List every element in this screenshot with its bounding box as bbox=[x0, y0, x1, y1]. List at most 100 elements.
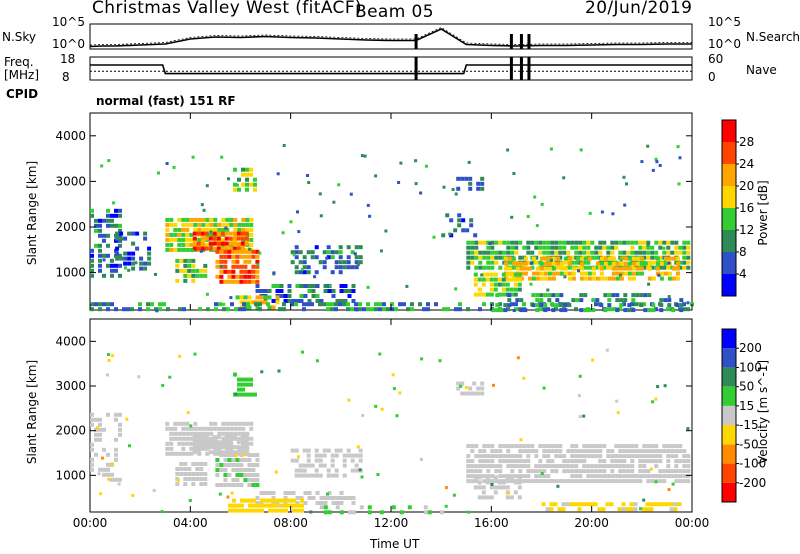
power-cell bbox=[169, 217, 174, 222]
velocity-cell bbox=[649, 507, 654, 512]
velocity-cell bbox=[231, 458, 236, 462]
power-cell bbox=[675, 303, 680, 308]
power-cell bbox=[216, 231, 221, 236]
velocity-cell bbox=[177, 451, 182, 456]
velocity-cell bbox=[227, 463, 232, 467]
power-cell bbox=[204, 246, 209, 251]
power-cell bbox=[237, 227, 242, 232]
velocity-cell bbox=[264, 503, 268, 508]
velocity-cell bbox=[358, 458, 363, 463]
power-cell bbox=[258, 302, 262, 307]
power-cell bbox=[555, 298, 560, 303]
velocity-cell bbox=[245, 377, 249, 382]
power-cell bbox=[498, 255, 503, 260]
velocity-cell bbox=[354, 463, 359, 468]
velocity-cell bbox=[517, 495, 522, 500]
velocity-cell bbox=[294, 473, 299, 478]
power-cell bbox=[123, 251, 128, 256]
velocity-speckle bbox=[540, 472, 544, 475]
power-cell bbox=[240, 231, 245, 236]
power-cell bbox=[575, 298, 580, 303]
velocity-speckle bbox=[152, 489, 156, 492]
power-cell bbox=[502, 250, 507, 255]
power-cell bbox=[394, 307, 398, 312]
power-cell bbox=[642, 245, 647, 250]
velocity-cell bbox=[185, 436, 190, 441]
power-cell bbox=[567, 271, 572, 276]
velocity-speckle bbox=[649, 467, 653, 471]
power-cell bbox=[507, 298, 512, 303]
velocity-cell bbox=[574, 449, 579, 454]
power-cell bbox=[192, 246, 197, 251]
velocity-cell bbox=[598, 449, 603, 454]
power-cell bbox=[611, 261, 616, 266]
power-cell bbox=[666, 250, 671, 255]
power-cell bbox=[465, 228, 470, 233]
velocity-cell bbox=[235, 463, 240, 467]
power-cell bbox=[513, 277, 518, 282]
power-cell bbox=[110, 223, 114, 228]
power-speckle bbox=[577, 269, 580, 273]
power-cell bbox=[535, 271, 540, 276]
power-cell bbox=[143, 266, 148, 271]
power-cell bbox=[615, 261, 620, 266]
power-cell bbox=[658, 240, 663, 245]
power-cell bbox=[90, 253, 94, 258]
velocity-cell bbox=[193, 426, 198, 431]
power-cell bbox=[643, 261, 648, 266]
power-cell bbox=[98, 263, 102, 268]
velocity-cell bbox=[486, 464, 491, 469]
velocity-speckle bbox=[651, 400, 655, 404]
power-cell bbox=[469, 218, 474, 223]
power-cell bbox=[338, 270, 343, 275]
power-cell bbox=[510, 265, 515, 270]
power-cell bbox=[249, 242, 254, 247]
power-cell bbox=[598, 240, 603, 245]
velocity-speckle bbox=[582, 414, 586, 418]
power-cell bbox=[147, 246, 152, 251]
power-cell bbox=[294, 265, 299, 270]
power-cell bbox=[574, 250, 579, 255]
power-cell bbox=[255, 264, 260, 269]
power-cell bbox=[678, 265, 683, 270]
power-cell bbox=[215, 249, 220, 254]
power-cell bbox=[118, 228, 122, 233]
power-cell bbox=[485, 277, 490, 282]
power-cell bbox=[224, 246, 229, 251]
power-cell bbox=[208, 236, 213, 241]
power-cell bbox=[493, 287, 498, 292]
nsearch-label: N.Search bbox=[746, 30, 800, 44]
power-cell bbox=[231, 274, 236, 279]
power-cell bbox=[266, 302, 270, 307]
power-cell bbox=[175, 258, 180, 263]
velocity-cell bbox=[530, 479, 535, 484]
power-cell bbox=[480, 176, 485, 181]
power-cell bbox=[498, 250, 503, 255]
velocity-cell bbox=[106, 462, 110, 467]
velocity-cell bbox=[686, 459, 691, 464]
power-speckle bbox=[325, 256, 329, 260]
power-cell bbox=[574, 260, 579, 265]
power-cell bbox=[619, 303, 624, 308]
velocity-cell bbox=[566, 469, 571, 474]
x-tick-label: 16:00 bbox=[474, 516, 509, 530]
power-cell bbox=[489, 272, 494, 277]
freq-unit-label: [MHz] bbox=[4, 68, 40, 82]
power-cell bbox=[118, 253, 122, 258]
power-cell bbox=[242, 302, 246, 307]
power-cell bbox=[531, 303, 536, 308]
power-cell bbox=[543, 308, 548, 313]
velocity-cell bbox=[506, 464, 511, 469]
power-cell bbox=[486, 260, 491, 265]
power-cell bbox=[535, 266, 540, 271]
velocity-cell bbox=[231, 453, 236, 457]
velocity-cell bbox=[183, 462, 188, 466]
power-cell bbox=[245, 227, 250, 232]
power-speckle bbox=[165, 162, 169, 165]
power-cell bbox=[251, 300, 256, 305]
velocity-cell bbox=[534, 479, 539, 484]
velocity-cell bbox=[249, 436, 254, 441]
power-cell bbox=[243, 259, 248, 264]
velocity-cell bbox=[217, 426, 222, 431]
